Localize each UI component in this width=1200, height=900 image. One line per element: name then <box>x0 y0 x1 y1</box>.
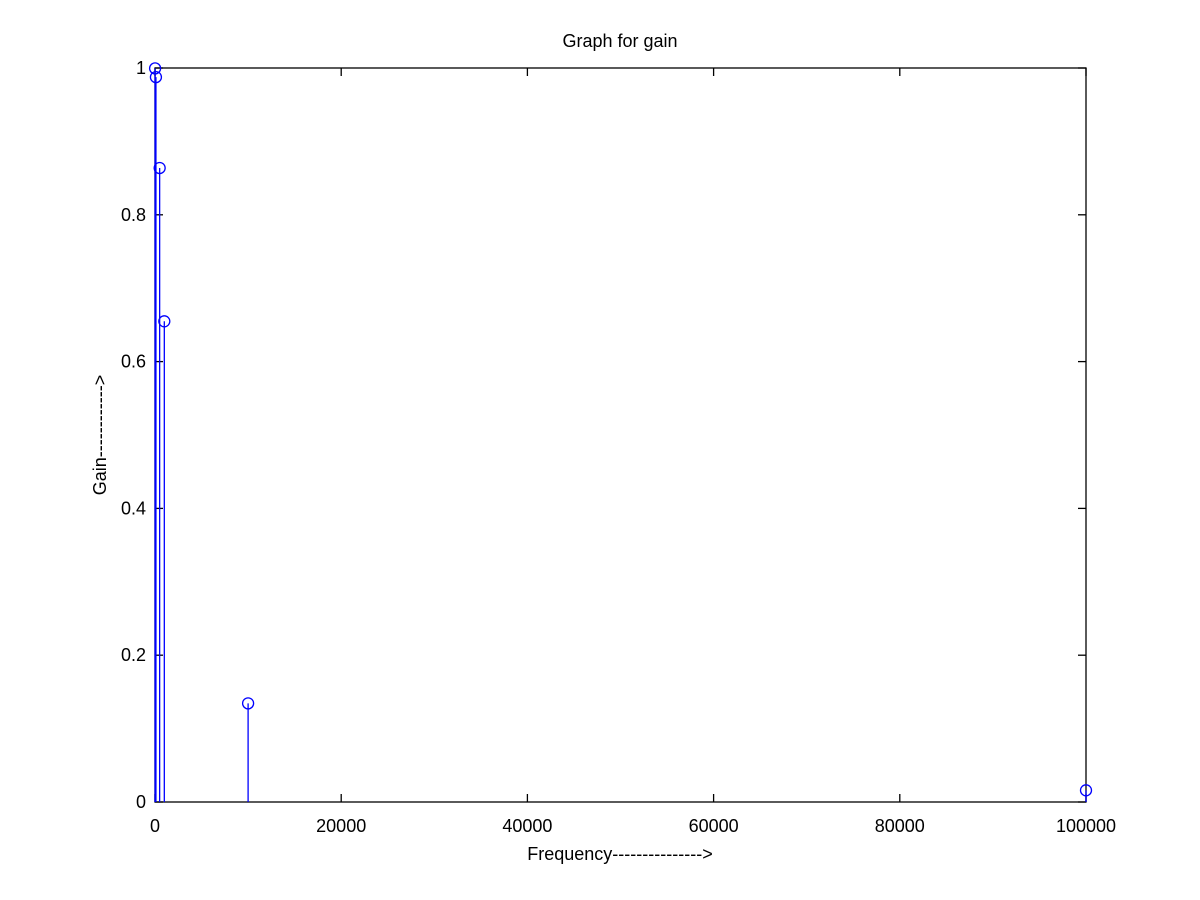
y-axis-label: Gain------------> <box>90 375 110 495</box>
x-tick-label: 40000 <box>502 816 552 836</box>
stem-marker <box>241 697 255 710</box>
axis-ticks: 0 20000 40000 60000 80000 100000 0 0.2 0.4 0.6 0.8… <box>121 58 1116 836</box>
y-tick-label: 0.6 <box>121 352 146 372</box>
stem-marker <box>1079 784 1093 797</box>
y-tick-label: 0.2 <box>121 645 146 665</box>
x-axis-label: Frequency---------------> <box>527 844 712 864</box>
x-tick-label: 60000 <box>689 816 739 836</box>
stem-marker <box>153 161 166 175</box>
y-tick-label: 1 <box>136 58 146 78</box>
stem-marker <box>149 70 163 84</box>
x-tick-label: 20000 <box>316 816 366 836</box>
stem-series <box>148 62 1093 802</box>
x-tick-label: 80000 <box>875 816 925 836</box>
chart-title: Graph for gain <box>562 31 677 51</box>
y-tick-label: 0.8 <box>121 205 146 225</box>
x-tick-label: 100000 <box>1056 816 1116 836</box>
y-tick-label: 0 <box>136 792 146 812</box>
stem-marker <box>148 62 162 75</box>
stem-marker <box>158 315 171 328</box>
x-tick-label: 0 <box>150 816 160 836</box>
plot-area-frame <box>154 67 1087 803</box>
y-tick-label: 0.4 <box>121 498 146 518</box>
